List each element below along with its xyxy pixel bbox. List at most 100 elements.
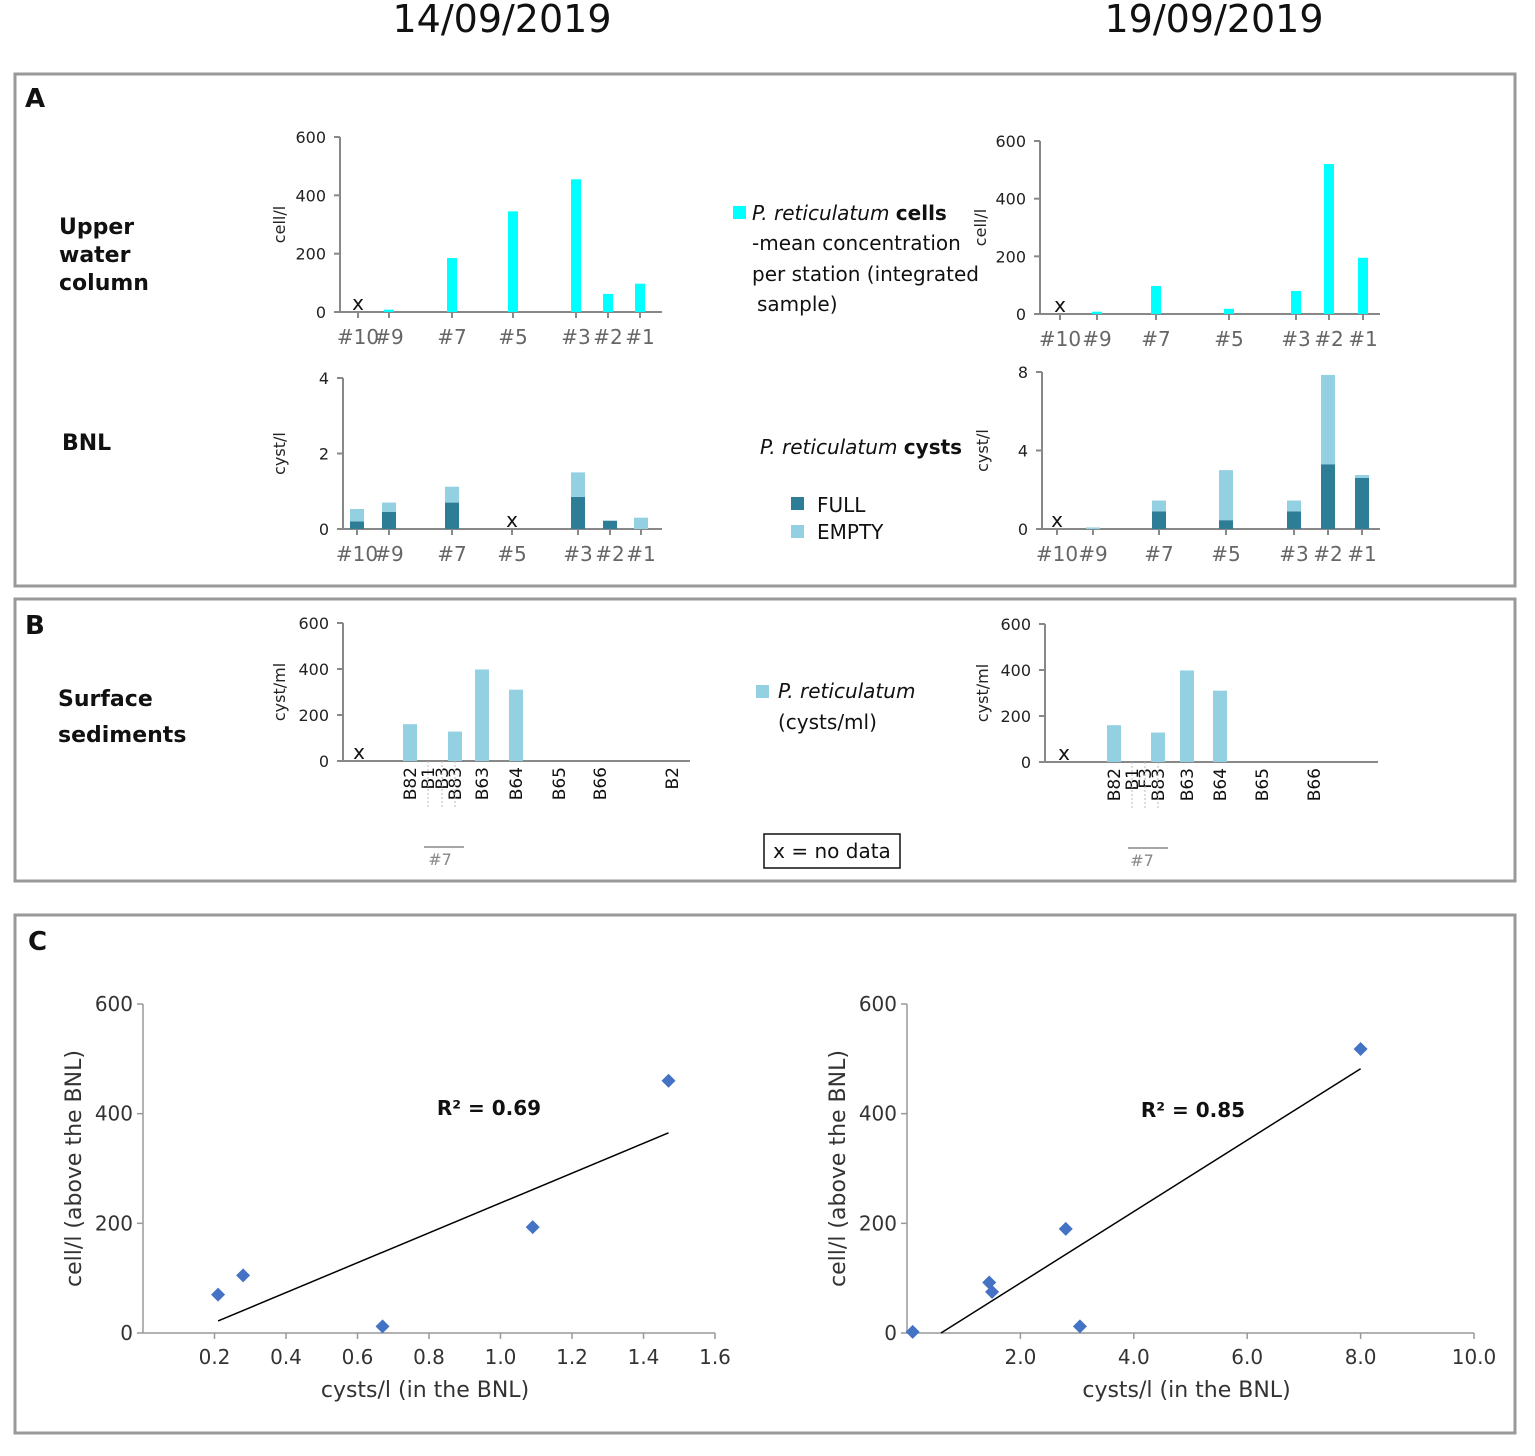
panel-letter-b: B — [25, 611, 45, 641]
legend-sediment-species: P. reticulatum — [778, 679, 915, 703]
A-cells-right-x-tick: #1 — [1348, 327, 1377, 351]
chart-cells-14-09: 0 200 400 600 cell/l #10 x #9 #7 #5 #3 #2 #1 — [270, 128, 662, 349]
panel-c-frame — [13, 913, 1517, 1435]
A-cells-left-bar — [571, 179, 581, 312]
B-sediments-left-y-tick: 400 — [298, 660, 329, 679]
legend-empty-swatch — [791, 525, 804, 538]
B-sediments-left-y-tick: 200 — [298, 706, 329, 725]
row-label-bnl: BNL — [62, 431, 111, 456]
A-cells-left-x-tick: #5 — [498, 325, 527, 349]
A-cells-right-bar — [1358, 257, 1368, 314]
C-right-x-tick: 6.0 — [1231, 1345, 1263, 1369]
row-label-upper-3: column — [59, 271, 149, 296]
A-cysts-left-bar-full — [571, 496, 585, 529]
C-left-x-label: cysts/l (in the BNL) — [321, 1378, 529, 1403]
B-sediments-left-x-tick: B2 — [663, 767, 683, 789]
B-sediments-left-subgroup-label: #7 — [428, 850, 452, 869]
A-cysts-right-x-tick: #7 — [1144, 542, 1173, 566]
C-left-y-tick: 400 — [95, 1102, 133, 1126]
C-left-y-label: cell/l (above the BNL) — [62, 1050, 87, 1287]
legend-cells-line-1: -mean concentration — [752, 231, 961, 255]
A-cells-left-bar — [603, 293, 613, 312]
C-left-x-tick: 1.6 — [699, 1345, 731, 1369]
A-cysts-right-y-tick: 8 — [1018, 363, 1028, 382]
A-cysts-right-bar-empty — [1152, 500, 1166, 512]
chart-cysts-19-09: 0 4 8 cyst/l #10 x #9 #7 #5 #3 #2 #1 — [973, 363, 1380, 566]
C-left-point — [525, 1220, 540, 1235]
B-sediments-right-x-tick: B65 — [1253, 768, 1273, 801]
A-cysts-left-x-tick: #3 — [563, 542, 592, 566]
B-sediments-right-x-tick: F3 — [1136, 768, 1156, 789]
C-right-x-tick: 4.0 — [1118, 1345, 1150, 1369]
B-sediments-right-x-tick: B63 — [1178, 768, 1198, 801]
B-sediments-right-x-tick: B64 — [1211, 768, 1231, 801]
legend-cells: P. reticulatum cells -mean concentration… — [733, 201, 979, 316]
B-sediments-right-y-tick: 400 — [1000, 661, 1031, 680]
C-right-x-label: cysts/l (in the BNL) — [1082, 1378, 1290, 1403]
B-sediments-left-x-tick: B63 — [473, 767, 493, 800]
B-sediments-left-bar — [403, 724, 417, 761]
A-cysts-right-bar-full — [1287, 511, 1301, 529]
legend-sediment-swatch — [756, 685, 769, 698]
B-sediments-left-x-tick: B3 — [433, 767, 453, 789]
legend-cells-swatch — [733, 206, 746, 219]
A-cysts-left-y-tick: 4 — [319, 369, 329, 388]
C-left-point — [661, 1073, 676, 1088]
A-cysts-right-x-tick: #2 — [1313, 542, 1342, 566]
A-cells-left-x-tick: #10 — [337, 325, 379, 349]
B-sediments-right-x-tick: B82 — [1105, 768, 1125, 801]
A-cells-right-bar — [1092, 311, 1102, 314]
A-cysts-left-x-tick: #9 — [374, 542, 403, 566]
A-cysts-left-bar-full — [603, 520, 617, 529]
B-sediments-left-no-data-mark: x — [353, 740, 365, 764]
legend-cysts-title: P. reticulatum cysts — [760, 435, 962, 459]
B-sediments-right-y-tick: 0 — [1021, 753, 1031, 772]
C-left-x-tick: 0.4 — [270, 1345, 302, 1369]
A-cells-left-y-label: cell/l — [270, 206, 289, 243]
A-cells-right-y-tick: 400 — [995, 190, 1026, 209]
scatter-19-09: 0 200 400 600 2.0 4.0 6.0 8.0 10.0 cysts/l (in th… — [826, 992, 1496, 1403]
A-cysts-left-y-label: cyst/l — [270, 432, 289, 475]
C-right-point — [1353, 1041, 1368, 1056]
C-left-point — [375, 1319, 390, 1334]
A-cysts-right-bar-full — [1355, 477, 1369, 529]
B-sediments-right-bar — [1213, 690, 1227, 762]
legend-full-swatch — [791, 497, 804, 510]
panel-a-frame — [13, 72, 1517, 588]
A-cells-right-y-label: cell/l — [971, 209, 990, 246]
C-left-x-tick: 1.4 — [628, 1345, 660, 1369]
A-cysts-left-x-tick: #5 — [497, 542, 526, 566]
B-sediments-left-x-tick: B1 — [419, 767, 439, 789]
A-cysts-left-x-tick: #7 — [437, 542, 466, 566]
C-right-y-tick: 200 — [859, 1211, 897, 1235]
scatter-14-09: 0 200 400 600 0.2 0.4 0.6 0.8 1.0 1.2 1.4 1.6 cysts/… — [62, 992, 731, 1403]
B-sediments-left-y-label: cyst/ml — [270, 663, 289, 721]
legend-cysts: P. reticulatum cysts FULL EMPTY — [760, 435, 962, 544]
A-cells-left-y-tick: 200 — [295, 245, 326, 264]
A-cysts-right-y-label: cyst/l — [973, 429, 992, 472]
A-cells-right-x-tick: #3 — [1281, 327, 1310, 351]
A-cysts-right-bar-empty — [1355, 475, 1369, 478]
A-cysts-right-bar-empty — [1321, 374, 1335, 465]
C-left-x-tick: 0.8 — [413, 1345, 445, 1369]
A-cells-right-x-tick: #5 — [1214, 327, 1243, 351]
A-cells-left-x-tick: #1 — [625, 325, 654, 349]
A-cells-left-y-tick: 0 — [316, 303, 326, 322]
panel-letter-a: A — [25, 84, 45, 114]
C-left-point — [211, 1287, 226, 1302]
A-cysts-right-bar-full — [1152, 511, 1166, 529]
C-right-x-tick: 8.0 — [1345, 1345, 1377, 1369]
A-cysts-right-x-tick: #3 — [1279, 542, 1308, 566]
C-left-x-tick: 0.6 — [342, 1345, 374, 1369]
A-cells-left-bar — [508, 211, 518, 312]
legend-no-data-box — [763, 833, 901, 869]
A-cells-left-y-tick: 600 — [295, 128, 326, 147]
A-cysts-left-y-tick: 0 — [319, 520, 329, 539]
C-left-r2: R² = 0.69 — [437, 1096, 541, 1120]
A-cysts-right-bar-empty — [1086, 527, 1100, 529]
C-right-point — [905, 1324, 920, 1339]
C-right-x-tick: 2.0 — [1004, 1345, 1036, 1369]
A-cells-left-x-tick: #7 — [437, 325, 466, 349]
A-cells-right-bar — [1151, 286, 1161, 314]
